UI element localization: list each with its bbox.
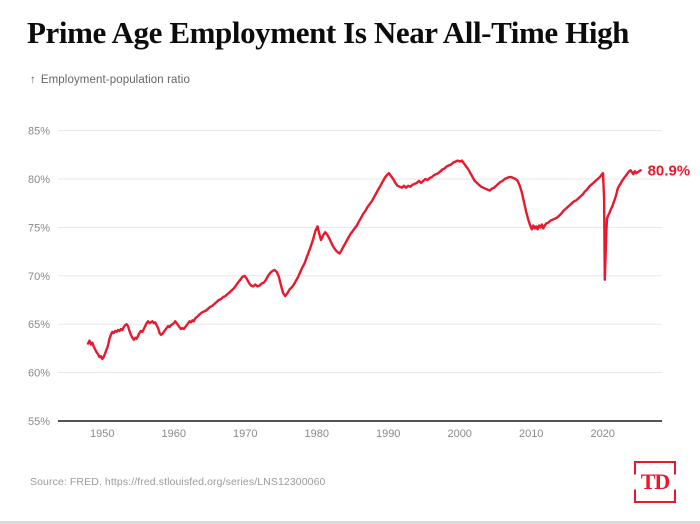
y-axis-labels: 55% 60% 65% 70% 75% 80% 85%: [28, 126, 50, 428]
logo-border-gap-right: [672, 474, 677, 490]
x-tick-label: 2010: [519, 428, 543, 440]
y-axis-unit-label: ↑ Employment-population ratio: [30, 74, 190, 86]
x-tick-label: 1970: [233, 428, 257, 440]
page-bottom-edge: [0, 521, 700, 524]
x-tick-label: 2000: [447, 428, 471, 440]
y-tick-label: 80%: [28, 174, 50, 186]
x-tick-label: 1960: [162, 428, 186, 440]
x-tick-label: 1980: [305, 428, 329, 440]
y-tick-label: 55%: [28, 416, 50, 428]
x-axis-labels: 1950 1960 1970 1980 1990 2000 2010 2020: [90, 428, 615, 440]
y-tick-label: 70%: [28, 271, 50, 283]
y-tick-label: 75%: [28, 222, 50, 234]
employment-ratio-line: [86, 159, 642, 361]
y-tick-label: 85%: [28, 126, 50, 138]
y-axis-unit-text: Employment-population ratio: [40, 74, 190, 86]
y-tick-label: 60%: [28, 368, 50, 380]
up-arrow-icon: ↑: [30, 74, 36, 86]
logo-border-gap-left: [633, 474, 638, 490]
latest-value-label: 80.9%: [648, 162, 691, 179]
x-tick-label: 1950: [90, 428, 114, 440]
chart-title: Prime Age Employment Is Near All-Time Hi…: [27, 15, 630, 50]
td-logo-text: TD: [640, 469, 671, 494]
x-tick-label: 2020: [590, 428, 614, 440]
y-tick-label: 65%: [28, 319, 50, 331]
source-citation: Source: FRED. https://fred.stlouisfed.or…: [30, 476, 326, 488]
td-logo: TD: [633, 461, 677, 503]
x-tick-label: 1990: [376, 428, 400, 440]
gridlines: [58, 130, 662, 422]
